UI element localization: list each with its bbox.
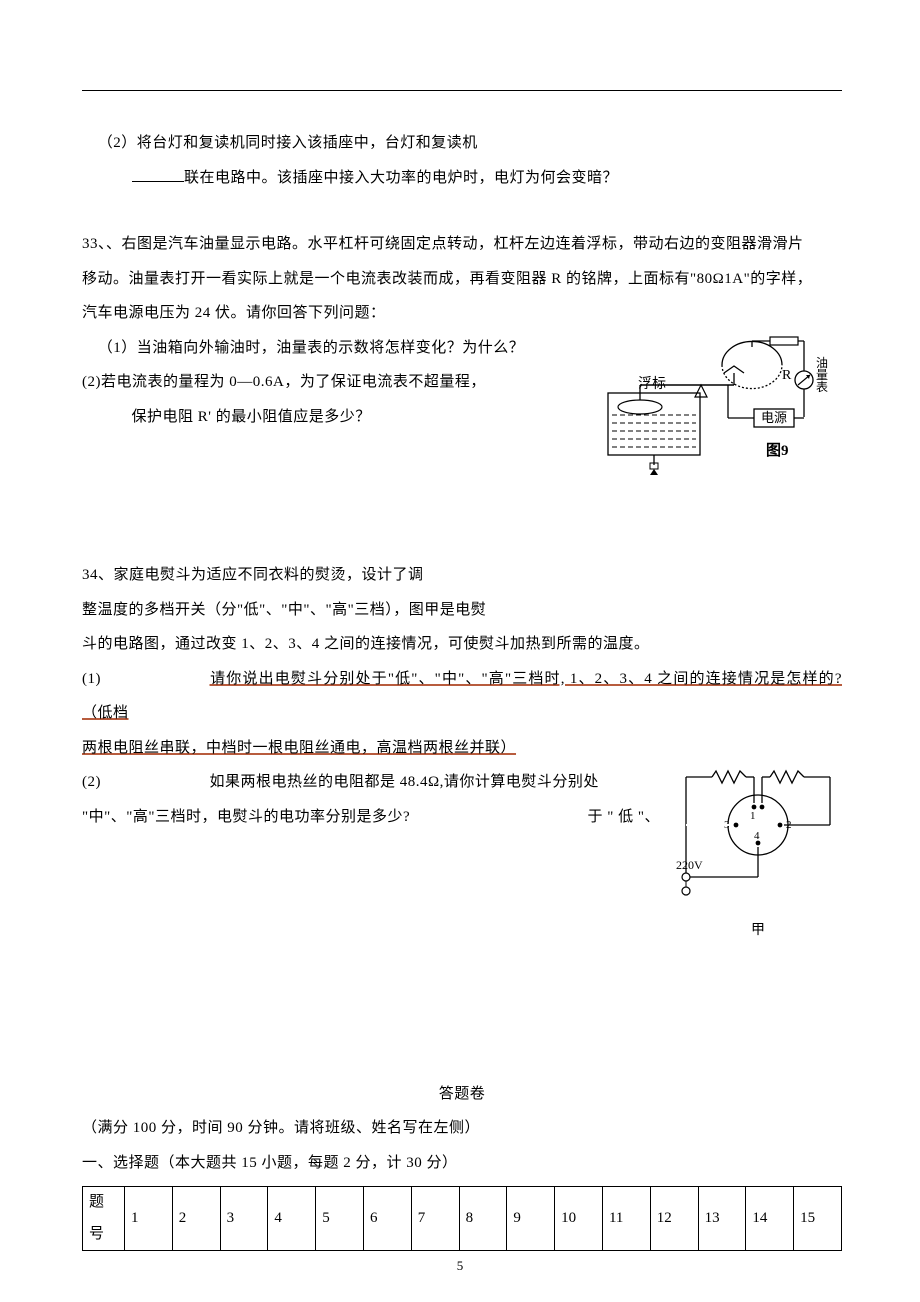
col-cell: 15 <box>794 1187 842 1251</box>
col-cell: 5 <box>316 1187 364 1251</box>
page-number: 5 <box>0 1258 920 1274</box>
q33-figure-caption: 图9 <box>766 442 789 459</box>
q33-power-label: 电源 <box>761 410 787 425</box>
col-cell: 10 <box>555 1187 603 1251</box>
table-row: 题号 1 2 3 4 5 6 7 8 9 10 11 12 13 14 15 <box>83 1187 842 1251</box>
q34-figure: 1 2 3 4 <box>674 767 842 947</box>
q33-part2-a: (2)若电流表的量程为 0—0.6A，为了保证电流表不超量程， <box>82 374 486 390</box>
q32-part2-prefix: （2）将台灯和复读机同时接入该插座中，台灯和复读机 <box>98 135 478 151</box>
q34-line1: 家庭电熨斗为适应不同衣料的熨烫，设计了调 <box>114 567 424 583</box>
q33-part2-b: 保护电阻 R' 的最小阻值应是多少？ <box>132 409 371 425</box>
q33-number: 33、、 <box>82 236 122 252</box>
q34-figure-caption: 甲 <box>674 915 842 947</box>
q34-line3: 斗的电路图，通过改变 1、2、3、4 之间的连接情况，可使熨斗加热到所需的温度。 <box>82 636 650 652</box>
q33-figure: 浮标 R R' <box>606 335 842 489</box>
answer-instructions: （满分 100 分，时间 90 分钟。请将班级、姓名写在左侧） <box>82 1120 480 1136</box>
q34-node1: 1 <box>750 810 756 822</box>
col-cell: 4 <box>268 1187 316 1251</box>
q33-intro-a: 右图是汽车油量显示电路。水平杠杆可绕固定点转动，杠杆左边连着浮标，带动右边的变阻… <box>122 236 804 252</box>
col-cell: 12 <box>650 1187 698 1251</box>
answer-title: 答题卷 <box>439 1086 486 1102</box>
answer-table: 题号 1 2 3 4 5 6 7 8 9 10 11 12 13 14 15 <box>82 1186 842 1251</box>
q34-part1-num: (1) <box>82 662 210 697</box>
q34-node4: 4 <box>754 830 760 842</box>
q33-Rprime-label: R' <box>778 335 789 338</box>
q32-blank <box>132 181 185 182</box>
col-cell: 6 <box>363 1187 411 1251</box>
q32-part2-a: 联在电路中。该插座中接入大功率的电炉时，电灯为何会变暗？ <box>184 170 618 186</box>
q34-node2: 2 <box>786 819 792 831</box>
q34-number: 34、 <box>82 567 114 583</box>
col-cell: 13 <box>698 1187 746 1251</box>
q33-meter-label-3: 表 <box>816 380 828 394</box>
q33-R-label: R <box>782 368 792 383</box>
col-cell: 2 <box>172 1187 220 1251</box>
q34-part2-b: "中"、"高"三档时，电熨斗的电功率分别是多少? <box>82 809 410 825</box>
q33-float-label: 浮标 <box>638 376 666 392</box>
col-cell: 7 <box>411 1187 459 1251</box>
answer-part1-header: 一、选择题（本大题共 15 小题，每题 2 分，计 30 分） <box>82 1155 458 1171</box>
q34-line2: 整温度的多档开关（分"低"、"中"、"高"三档），图甲是电熨 <box>82 602 486 618</box>
q34-voltage-label: 220V <box>676 858 703 872</box>
q34-part2-a: 如果两根电热丝的电阻都是 48.4Ω,请你计算电熨斗分别处 <box>210 774 599 790</box>
q33-intro-c: 汽车电源电压为 24 伏。请你回答下列问题： <box>82 305 386 321</box>
q33-intro-b: 移动。油量表打开一看实际上就是一个电流表改装而成，再看变阻器 R 的铭牌，上面标… <box>82 271 812 287</box>
q34-part1-b: 两根电阻丝串联，中档时一根电阻丝通电，高温档两根丝并联） <box>82 740 516 756</box>
q34-part2-a-tail: 于 " 低 "、 <box>588 800 661 835</box>
col-cell: 8 <box>459 1187 507 1251</box>
col-cell: 9 <box>507 1187 555 1251</box>
col-cell: 1 <box>125 1187 173 1251</box>
row-label-cell: 题号 <box>83 1187 125 1251</box>
col-cell: 11 <box>602 1187 650 1251</box>
col-cell: 14 <box>746 1187 794 1251</box>
q33-part1: （1）当油箱向外输油时，油量表的示数将怎样变化？为什么？ <box>98 340 525 356</box>
col-cell: 3 <box>220 1187 268 1251</box>
q34-part2-num: (2) <box>82 765 210 800</box>
